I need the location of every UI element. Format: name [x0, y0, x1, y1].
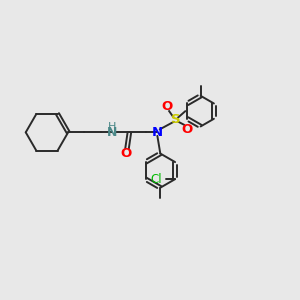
- Text: S: S: [171, 113, 180, 127]
- Text: O: O: [121, 147, 132, 160]
- Text: N: N: [107, 126, 117, 140]
- Text: N: N: [152, 126, 163, 139]
- Text: O: O: [182, 124, 193, 136]
- Text: O: O: [161, 100, 172, 112]
- Text: Cl: Cl: [151, 172, 162, 186]
- Text: H: H: [108, 122, 116, 132]
